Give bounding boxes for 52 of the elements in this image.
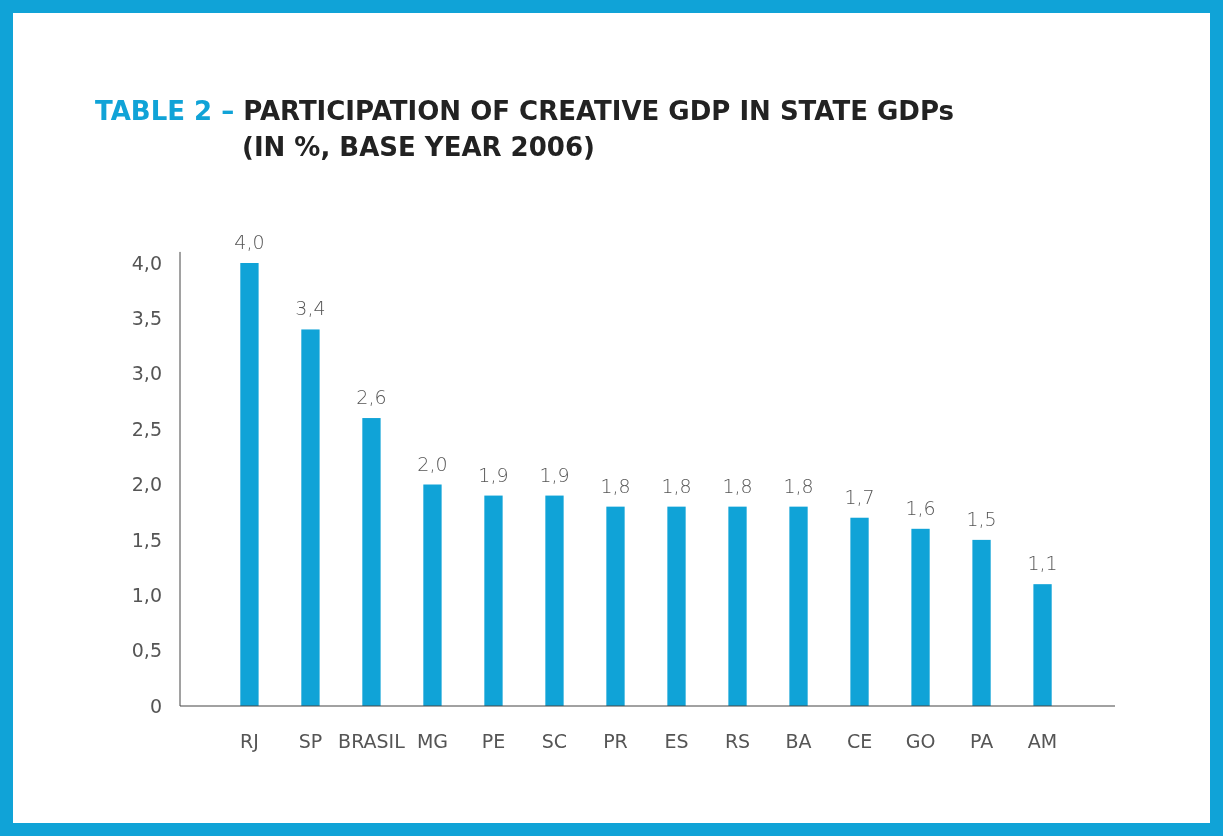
bar — [850, 517, 869, 706]
data-label: 2,6 — [356, 386, 387, 409]
x-tick-label: SP — [298, 729, 323, 752]
x-tick-label: BRASIL — [338, 729, 406, 752]
y-tick-label: 2,5 — [131, 417, 162, 440]
bar — [972, 539, 991, 706]
data-label: 1,8 — [722, 474, 753, 497]
x-tick-label: PA — [969, 729, 994, 752]
x-tick-label: CE — [846, 729, 873, 752]
data-label: 1,8 — [600, 474, 631, 497]
x-tick-label: PR — [603, 729, 628, 752]
bar — [728, 506, 747, 706]
bar — [484, 495, 503, 706]
x-tick-label: RJ — [240, 729, 259, 752]
data-label: 1,8 — [783, 474, 814, 497]
bar — [545, 495, 564, 706]
y-tick-label: 0,5 — [131, 639, 162, 662]
y-tick-label: 1,5 — [131, 528, 162, 551]
data-label: 1,9 — [478, 463, 509, 486]
y-tick-label: 3,0 — [131, 362, 162, 385]
bar — [1033, 584, 1052, 706]
y-tick-label: 0 — [149, 694, 162, 717]
chart-title: TABLE 2 – PARTICIPATION OF CREATIVE GDP IN STATE GDPs (IN %, BASE YEAR 2006) — [95, 96, 954, 162]
x-tick-label: BA — [785, 729, 812, 752]
x-tick-label: ES — [664, 729, 689, 752]
data-label: 1,7 — [844, 485, 875, 508]
x-tick-label: PE — [481, 729, 506, 752]
bar — [606, 506, 625, 706]
data-label: 1,6 — [905, 496, 936, 519]
y-tick-label: 4,0 — [131, 251, 162, 274]
data-label: 1,9 — [539, 463, 570, 486]
y-tick-label: 3,5 — [131, 307, 162, 330]
x-tick-label: GO — [905, 729, 936, 752]
data-label: 1,5 — [966, 507, 997, 530]
x-tick-label: SC — [541, 729, 568, 752]
y-tick-label: 2,0 — [131, 473, 162, 496]
bar — [789, 506, 808, 706]
bar — [423, 484, 442, 706]
data-label: 1,1 — [1027, 552, 1058, 575]
bar — [301, 329, 320, 706]
bar — [911, 528, 930, 706]
x-tick-label: AM — [1027, 729, 1058, 752]
bar — [240, 263, 259, 706]
x-tick-label: RS — [724, 729, 751, 752]
bar — [362, 418, 381, 706]
data-label: 3,4 — [295, 297, 326, 320]
data-label: 1,8 — [661, 474, 692, 497]
data-label: 2,0 — [417, 452, 448, 475]
bar — [667, 506, 686, 706]
x-tick-label: MG — [416, 729, 449, 752]
data-label: 4,0 — [234, 231, 265, 253]
y-tick-label: 1,0 — [131, 583, 162, 606]
